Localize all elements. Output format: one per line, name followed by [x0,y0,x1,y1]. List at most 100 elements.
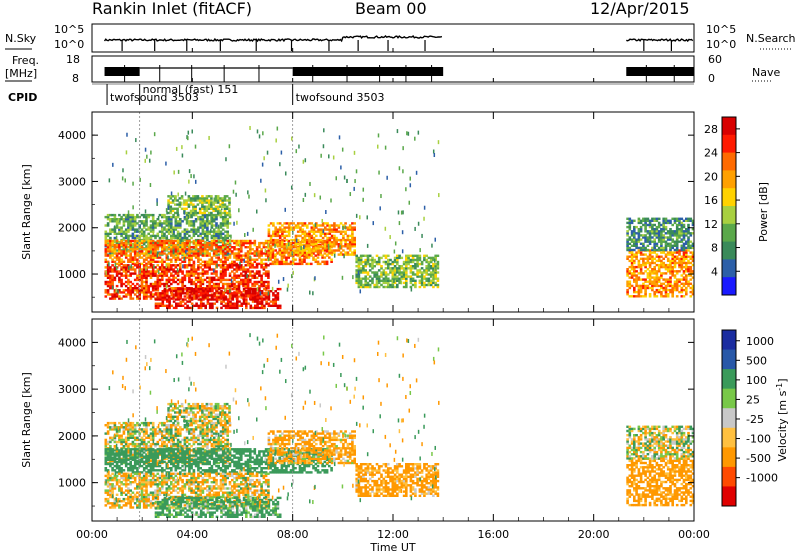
power-cell [355,273,358,276]
power-cell [179,304,183,307]
power-cell [409,183,412,188]
power-cell [122,220,126,223]
power-cell [420,267,424,270]
power-cell [106,250,110,253]
power-cell [106,266,110,269]
power-cell [682,284,686,288]
power-cell [651,276,654,279]
power-colorbar-frame [721,116,737,296]
power-cell [170,292,174,295]
power-cell [323,128,325,133]
power-cell [680,295,684,298]
power-cell [149,272,153,275]
power-cell [253,258,257,261]
power-cell [405,269,408,272]
power-cell [337,243,341,246]
power-cell [226,222,229,225]
power-cell [242,300,246,303]
power-cell [174,228,178,231]
power-cell [165,272,169,275]
power-cell [646,268,650,271]
power-cell [194,284,198,288]
power-cell [348,226,352,229]
power-cell [651,261,654,265]
power-cell [174,222,178,225]
power-cell [203,209,206,213]
power-cell [335,228,338,231]
power-cell [188,222,191,225]
velocity-cell [118,426,121,429]
power-cell [158,224,162,227]
power-cell [267,274,270,277]
power-cell [436,254,440,257]
velocity-cell [127,426,130,429]
power-cell [249,272,252,275]
power-cell [207,207,211,210]
power-cell [190,282,193,286]
power-cell [303,224,307,227]
power-cell [689,278,693,281]
power-cell [272,234,275,238]
power-cell [165,254,169,257]
power-cell [333,249,336,252]
power-cell [144,209,147,214]
power-cell [664,293,668,296]
power-cell [127,264,130,267]
power-cell [131,232,135,235]
power-cell [657,225,661,229]
power-cell [401,249,404,254]
power-cell [118,213,121,217]
power-cell [226,258,229,261]
power-cell [691,270,694,273]
power-cell [136,266,139,269]
power-cell [301,249,304,252]
power-cell [657,248,661,252]
power-cell [366,254,370,257]
power-cell [120,278,123,282]
power-cell [113,228,117,231]
velocity-cell [109,436,112,439]
power-cell [330,258,333,261]
power-cell [120,274,123,277]
power-cell [680,286,684,290]
power-cell [398,277,401,280]
power-cell [183,199,186,202]
power-cell [136,254,139,257]
power-cell [664,263,668,267]
power-cell [425,277,428,280]
power-cell [306,245,309,248]
power-cell [174,287,178,290]
power-cell [255,272,259,275]
power-cell [127,291,130,294]
power-cell [133,224,137,227]
power-cell [206,236,209,240]
power-cell [167,201,170,204]
power-cell [154,302,158,305]
power-cell [203,272,207,275]
power-cell [673,286,677,290]
power-cell [224,248,227,251]
power-cell [181,230,184,233]
power-cell [303,245,305,250]
power-cell [295,149,298,154]
power-cell [380,256,383,260]
power-cell [174,218,178,221]
power-cell [626,272,629,275]
power-cell [680,259,684,263]
power-cell [351,222,354,225]
power-cell [648,282,652,285]
power-cell [124,272,128,275]
power-cell [129,254,132,257]
power-cell [122,264,126,267]
power-cell [235,248,239,251]
power-cell [325,262,329,266]
power-cell [272,298,275,301]
power-cell [183,238,187,242]
velocity-cell [120,426,123,429]
power-cell [113,236,117,240]
velocity-cell [111,428,114,431]
freq-series-band [104,67,140,76]
power-cell [236,298,239,301]
power-cell [172,254,175,257]
power-cell [418,279,422,282]
